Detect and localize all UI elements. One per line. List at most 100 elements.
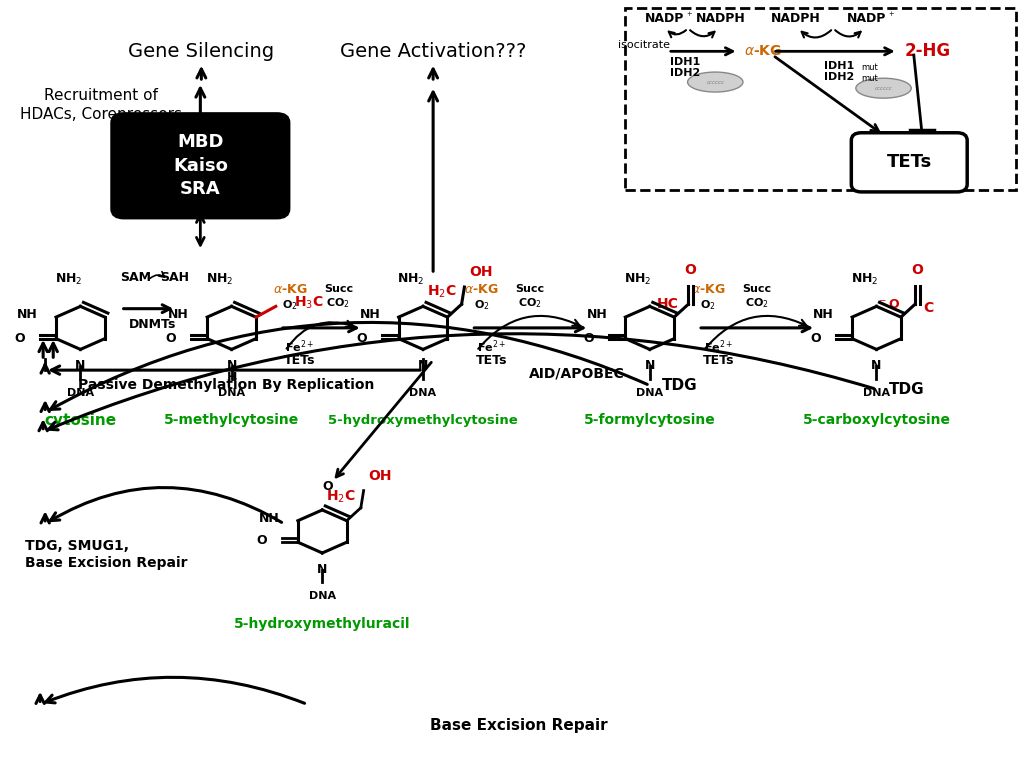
Text: N: N: [871, 359, 882, 372]
Text: H$_3$C: H$_3$C: [294, 295, 324, 311]
Text: DNA: DNA: [863, 388, 890, 398]
Text: Fe$^{2+}$: Fe$^{2+}$: [703, 338, 733, 355]
Text: Fe$^{2+}$: Fe$^{2+}$: [477, 338, 506, 355]
Text: MBD
Kaiso
SRA: MBD Kaiso SRA: [173, 133, 227, 198]
Text: NADPH: NADPH: [771, 12, 821, 25]
Text: O: O: [810, 332, 821, 345]
Text: IDH1
IDH2: IDH1 IDH2: [670, 56, 700, 78]
Text: H$_2$C: H$_2$C: [326, 489, 355, 506]
FancyBboxPatch shape: [112, 113, 289, 218]
Text: O: O: [684, 263, 696, 277]
Text: O: O: [911, 263, 923, 277]
Text: $^-$O: $^-$O: [877, 298, 900, 311]
Text: mut: mut: [861, 63, 879, 72]
Text: Recruitment of
HDACs, Corepressors: Recruitment of HDACs, Corepressors: [19, 89, 181, 122]
Text: Base Excision Repair: Base Excision Repair: [430, 718, 607, 732]
Text: IDH1: IDH1: [824, 61, 854, 71]
Text: NADPH: NADPH: [695, 12, 745, 25]
Text: сссссс: сссссс: [874, 86, 893, 91]
FancyBboxPatch shape: [625, 8, 1016, 190]
Text: HC: HC: [656, 298, 678, 311]
Text: DNA: DNA: [308, 591, 336, 601]
Text: Gene Silencing: Gene Silencing: [128, 42, 274, 61]
Text: isocitrate: isocitrate: [617, 40, 670, 50]
Text: NH$_2$: NH$_2$: [397, 272, 425, 287]
Text: O$_2$: O$_2$: [700, 298, 716, 311]
Text: DNA: DNA: [218, 388, 245, 398]
Text: NADP: NADP: [847, 12, 886, 25]
Text: O: O: [322, 480, 333, 493]
Text: Fe$^{2+}$: Fe$^{2+}$: [286, 338, 314, 355]
Text: Passive Demethylation By Replication: Passive Demethylation By Replication: [79, 379, 375, 392]
Text: 2-HG: 2-HG: [905, 42, 951, 60]
Text: NH: NH: [168, 308, 189, 322]
Text: CO$_2$: CO$_2$: [744, 296, 769, 310]
FancyBboxPatch shape: [851, 133, 968, 192]
Text: TDG, SMUG1,
Base Excision Repair: TDG, SMUG1, Base Excision Repair: [25, 539, 187, 571]
Text: DNMTs: DNMTs: [129, 318, 177, 331]
Text: N: N: [418, 359, 428, 372]
Text: OH: OH: [369, 469, 392, 483]
Ellipse shape: [687, 72, 743, 92]
Text: 5-carboxylcytosine: 5-carboxylcytosine: [803, 413, 950, 427]
Text: N: N: [75, 359, 86, 372]
Text: H$_2$C: H$_2$C: [427, 284, 457, 301]
Text: C: C: [923, 301, 933, 315]
Text: IDH2: IDH2: [824, 72, 854, 82]
Text: 5-hydroxymethyluracil: 5-hydroxymethyluracil: [234, 617, 411, 631]
Text: mut: mut: [861, 74, 879, 83]
Text: NH$_2$: NH$_2$: [624, 272, 651, 287]
Text: CO$_2$: CO$_2$: [327, 296, 350, 310]
Text: TDG: TDG: [889, 382, 925, 397]
Text: SAH: SAH: [160, 271, 188, 284]
Text: H: H: [226, 371, 237, 384]
Text: Succ: Succ: [515, 284, 545, 295]
Text: CO$_2$: CO$_2$: [518, 296, 542, 310]
Text: O: O: [584, 332, 594, 345]
Text: $\alpha$-KG: $\alpha$-KG: [744, 44, 782, 59]
Text: N: N: [226, 359, 237, 372]
Text: $\alpha$-KG: $\alpha$-KG: [691, 283, 725, 296]
Text: Succ: Succ: [742, 284, 771, 295]
Text: NH: NH: [587, 308, 607, 322]
Text: NH$_2$: NH$_2$: [851, 272, 878, 287]
Text: TDG: TDG: [662, 378, 697, 393]
Text: NH: NH: [359, 308, 381, 322]
Text: O: O: [356, 332, 368, 345]
Text: 5-methylcytosine: 5-methylcytosine: [164, 413, 299, 427]
Text: $\alpha$-KG: $\alpha$-KG: [464, 283, 499, 296]
Text: NH$_2$: NH$_2$: [54, 272, 82, 287]
Text: NH: NH: [259, 512, 280, 525]
Text: cytosine: cytosine: [44, 412, 117, 428]
Text: DNA: DNA: [410, 388, 436, 398]
Text: O$_2$: O$_2$: [474, 298, 489, 311]
Text: сссссс: сссссс: [707, 79, 724, 85]
Text: 5-formylcytosine: 5-formylcytosine: [584, 413, 716, 427]
Text: $^+$: $^+$: [685, 11, 693, 21]
Text: NH$_2$: NH$_2$: [206, 272, 233, 287]
Text: SAM: SAM: [121, 271, 152, 284]
Text: TETs: TETs: [285, 355, 315, 368]
Text: DNA: DNA: [67, 388, 94, 398]
Text: DNA: DNA: [636, 388, 664, 398]
Ellipse shape: [856, 78, 911, 98]
Text: NH: NH: [17, 308, 38, 322]
Text: $\alpha$-KG: $\alpha$-KG: [272, 283, 307, 296]
Text: Gene Activation???: Gene Activation???: [340, 42, 526, 61]
Text: TETs: TETs: [476, 355, 507, 368]
Text: NADP: NADP: [645, 12, 685, 25]
Text: TETs: TETs: [887, 153, 932, 171]
Text: AID/APOBEC: AID/APOBEC: [528, 367, 625, 381]
Text: TETs: TETs: [702, 355, 734, 368]
Text: N: N: [644, 359, 655, 372]
Text: NH: NH: [813, 308, 834, 322]
Text: O: O: [256, 534, 266, 547]
Text: O: O: [14, 332, 25, 345]
Text: $^+$: $^+$: [887, 11, 895, 21]
Text: O$_2$: O$_2$: [283, 298, 298, 311]
Text: 5-hydroxymethylcytosine: 5-hydroxymethylcytosine: [328, 413, 518, 426]
Text: O: O: [165, 332, 176, 345]
Text: OH: OH: [469, 265, 493, 279]
Text: N: N: [317, 563, 328, 576]
Text: Succ: Succ: [324, 284, 353, 295]
